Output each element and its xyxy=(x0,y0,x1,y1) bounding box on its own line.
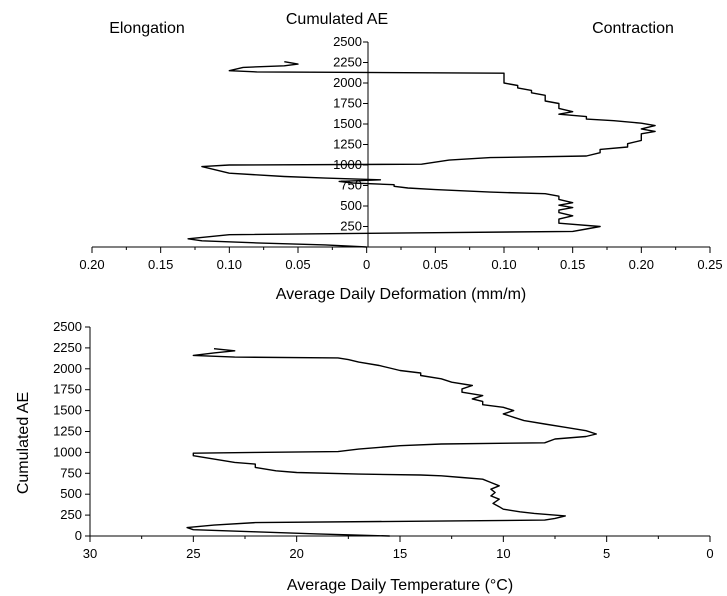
bottom-y-tick-label: 750 xyxy=(60,465,82,480)
top-y-tick-label: 250 xyxy=(340,219,362,234)
top-chart: 0.20 0.15 0.10 0.05 0 0.05 0.10 0.15 0.20 0.25 250… xyxy=(79,34,722,272)
header-cumulated-ae: Cumulated AE xyxy=(286,11,388,28)
bottom-y-tick-label: 1750 xyxy=(53,382,82,397)
bottom-y-tick-label: 0 xyxy=(75,528,82,543)
header-elongation: Elongation xyxy=(109,20,185,37)
bottom-y-tick-label: 2000 xyxy=(53,361,82,376)
top-x-tick-label: 0.10 xyxy=(217,257,242,272)
top-x-tick-label: 0.20 xyxy=(79,257,104,272)
bottom-x-tick-label: 10 xyxy=(496,546,510,561)
bottom-y-tick-label: 500 xyxy=(60,486,82,501)
bottom-y-tick-label: 250 xyxy=(60,507,82,522)
header-contraction: Contraction xyxy=(592,20,674,37)
bottom-y-axis-label: Cumulated AE xyxy=(15,392,32,494)
bottom-x-tick-label: 0 xyxy=(706,546,713,561)
top-x-tick-label: 0.05 xyxy=(285,257,310,272)
top-x-tick-label: 0.25 xyxy=(697,257,722,272)
top-y-tick-label: 1250 xyxy=(333,137,362,152)
bottom-x-tick-label: 30 xyxy=(83,546,97,561)
top-x-tick-label: 0.15 xyxy=(148,257,173,272)
bottom-x-tick-label: 5 xyxy=(603,546,610,561)
bottom-chart: 30 25 20 15 10 5 00250500750100012501500175020… xyxy=(53,319,714,561)
top-x-tick-label: 0.10 xyxy=(491,257,516,272)
top-x-tick-label: 0.05 xyxy=(423,257,448,272)
bottom-x-axis-label: Average Daily Temperature (°C) xyxy=(287,577,513,594)
bottom-y-tick-label: 1250 xyxy=(53,424,82,439)
bottom-series-line xyxy=(186,348,597,537)
top-y-tick-label: 2250 xyxy=(333,55,362,70)
bottom-y-tick-label: 1000 xyxy=(53,444,82,459)
top-y-tick-label: 2000 xyxy=(333,75,362,90)
top-x-axis-label: Average Daily Deformation (mm/m) xyxy=(276,286,526,303)
top-y-tick-label: 1750 xyxy=(333,96,362,111)
bottom-x-tick-label: 20 xyxy=(289,546,303,561)
top-series-line xyxy=(187,61,656,248)
top-y-tick-label: 1500 xyxy=(333,116,362,131)
top-x-tick-label: 0.15 xyxy=(560,257,585,272)
bottom-y-tick-label: 2250 xyxy=(53,340,82,355)
top-x-tick-label: 0.20 xyxy=(629,257,654,272)
top-y-tick-label: 2500 xyxy=(333,34,362,49)
bottom-x-tick-label: 25 xyxy=(186,546,200,561)
top-x-tick-label: 0 xyxy=(363,257,370,272)
bottom-x-tick-label: 15 xyxy=(393,546,407,561)
bottom-y-tick-label: 1500 xyxy=(53,403,82,418)
top-y-tick-label: 500 xyxy=(340,198,362,213)
bottom-y-tick-label: 2500 xyxy=(53,319,82,334)
